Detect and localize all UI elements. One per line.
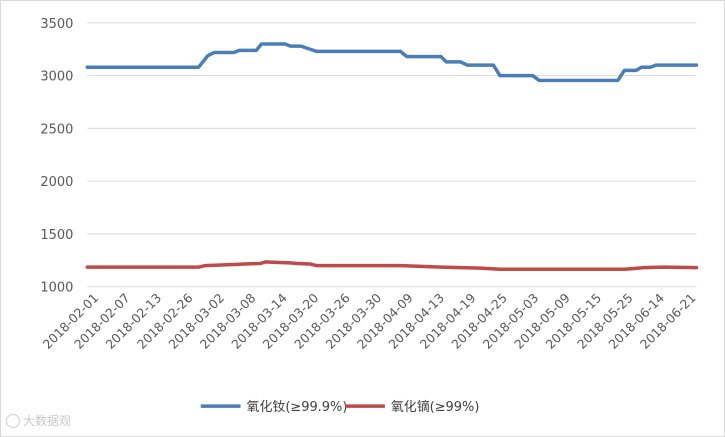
series-lines (85, 42, 699, 272)
legend-label-1: 氧化镝(≥99%) (391, 399, 480, 415)
legend: 氧化钕(≥99.9%) 氧化镝(≥99%) (200, 399, 480, 415)
series-line-1 (85, 260, 699, 272)
y-axis-ticks: 1000 1500 2000 2500 3000 3500 (40, 17, 73, 296)
grid-lines (87, 22, 697, 288)
y-tick-label: 1000 (40, 281, 73, 296)
watermark: 大数据观 (6, 412, 71, 429)
series-line-0 (85, 42, 699, 83)
x-axis-ticks: 2018-02-012018-02-072018-02-132018-02-26… (40, 290, 699, 352)
y-tick-label: 2500 (40, 122, 73, 137)
y-tick-label: 1500 (40, 228, 73, 243)
y-tick-label: 3000 (40, 70, 73, 85)
y-tick-label: 3500 (40, 17, 73, 32)
legend-label-0: 氧化钕(≥99.9%) (247, 399, 348, 415)
y-tick-label: 2000 (40, 175, 73, 190)
watermark-text: 大数据观 (23, 414, 72, 428)
watermark-logo-icon (6, 413, 20, 428)
